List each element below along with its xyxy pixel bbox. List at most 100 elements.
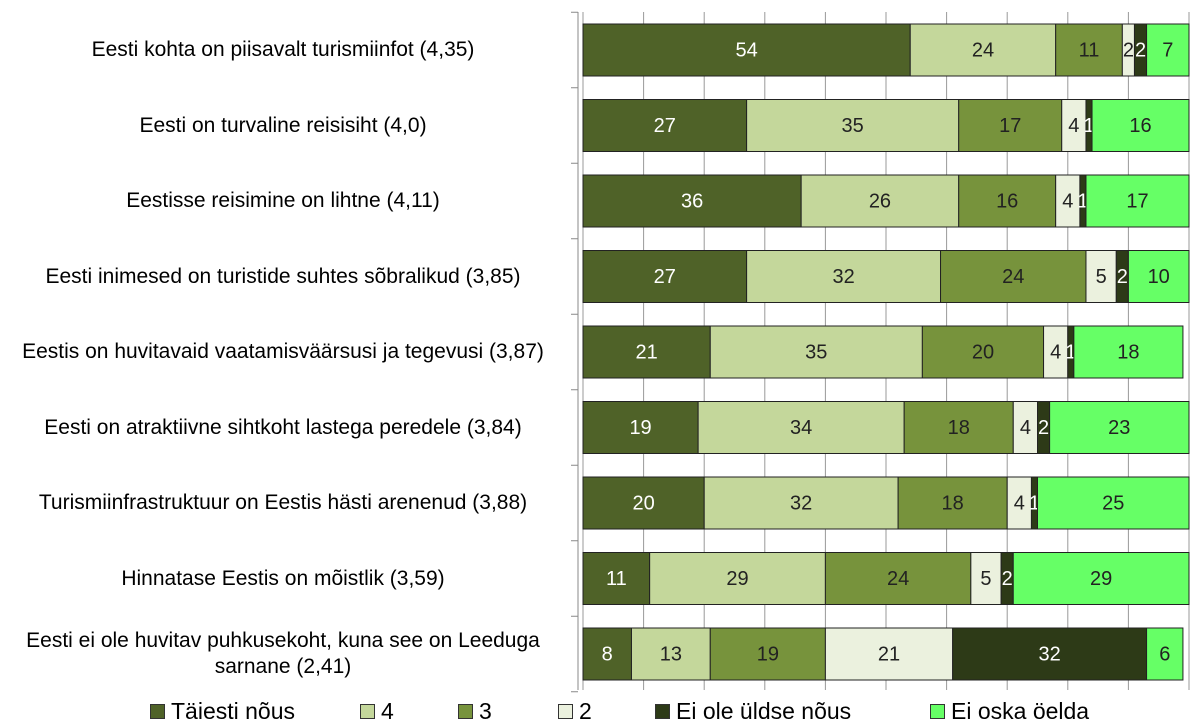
data-label: 18 [1117, 341, 1139, 363]
data-label: 32 [832, 266, 854, 288]
data-label: 24 [972, 39, 994, 61]
data-label: 18 [942, 492, 964, 514]
data-label: 16 [1129, 115, 1151, 137]
bar-segment [1073, 325, 1184, 379]
bar-segment [824, 627, 954, 681]
bar-segment [1085, 174, 1190, 228]
legend-item: Ei oska öelda [930, 698, 1089, 725]
bar-segment [582, 250, 748, 303]
data-label: 54 [735, 39, 757, 61]
category-text: Eesti on atraktiivne sihtkoht lastega pe… [44, 415, 522, 439]
data-label: 21 [878, 643, 900, 665]
data-label: 2 [1123, 39, 1134, 61]
data-label: 17 [999, 115, 1021, 137]
category-text: Eesti inimesed on turistide suhtes sõbra… [45, 264, 521, 288]
bar-segment [1061, 99, 1087, 152]
bar-segment [697, 401, 905, 454]
category-label: Eesti on turvaline reisisiht (4,0) [0, 89, 566, 163]
data-label: 11 [606, 568, 627, 590]
data-label: 4 [1062, 190, 1073, 212]
data-label: 6 [1159, 643, 1170, 665]
data-label: 4 [1050, 341, 1061, 363]
bar-segment [649, 552, 826, 605]
data-label: 13 [660, 643, 682, 665]
bar-segment [582, 401, 699, 454]
data-label: 16 [996, 190, 1018, 212]
bar-segment [1127, 250, 1190, 303]
bar-segment [1049, 401, 1190, 454]
data-label: 1 [1077, 190, 1088, 212]
data-label: 35 [842, 115, 864, 137]
data-label: 21 [636, 341, 658, 363]
bar-segment [630, 627, 711, 681]
bar-segment [1146, 627, 1184, 681]
legend-label: 2 [579, 698, 592, 724]
data-label: 8 [602, 643, 613, 665]
bar-segment [940, 250, 1087, 303]
data-label: 18 [948, 417, 970, 439]
data-label: 1 [1065, 341, 1076, 363]
data-label: 10 [1148, 266, 1170, 288]
bar-segment [1043, 325, 1069, 379]
data-label: 27 [654, 115, 676, 137]
legend-item: 4 [360, 698, 394, 725]
data-label: 29 [726, 568, 748, 590]
data-label: 19 [629, 417, 651, 439]
legend-item: Ei ole üldse nõus [655, 698, 851, 725]
data-label: 32 [1038, 643, 1060, 665]
data-label: 25 [1102, 492, 1124, 514]
category-text: Hinnatase Eestis on mõistlik (3,59) [121, 566, 445, 590]
bar-segment [1146, 23, 1190, 77]
bar-segment [800, 174, 960, 228]
category-label: Hinnatase Eestis on mõistlik (3,59) [0, 542, 566, 616]
category-text: Eestisse reisimine on lihtne (4,11) [126, 189, 440, 212]
legend-swatch [458, 704, 473, 719]
data-label: 27 [654, 266, 676, 288]
legend-label: Ei ole üldse nõus [676, 698, 852, 724]
bar-segment [582, 476, 705, 530]
data-label: 35 [805, 341, 827, 363]
legend-swatch [655, 704, 670, 719]
legend-swatch [150, 704, 165, 719]
category-label: Eesti kohta on piisavalt turismiinfot (4… [0, 13, 566, 87]
data-label: 2 [1117, 266, 1128, 288]
bar-segment [746, 99, 960, 152]
category-text: Eesti kohta on piisavalt turismiinfot (4… [91, 38, 475, 61]
bar-segment [1055, 174, 1081, 228]
data-label: 36 [681, 190, 703, 212]
data-label: 20 [632, 492, 654, 514]
bar-segment [582, 325, 711, 379]
bar-segment [970, 552, 1002, 605]
data-label: 19 [757, 643, 779, 665]
legend-swatch [360, 704, 375, 719]
bar-segment [1012, 552, 1190, 605]
legend-label: 3 [479, 698, 492, 724]
data-label: 29 [1090, 568, 1112, 590]
data-label: 1 [1029, 492, 1040, 514]
data-label: 26 [869, 190, 891, 212]
bar-segment [897, 476, 1008, 530]
data-label: 2 [1002, 568, 1013, 590]
legend-label: Täiesti nõus [171, 698, 296, 724]
bar-segment [582, 174, 802, 228]
category-label: Eesti inimesed on turistide suhtes sõbra… [0, 240, 566, 314]
category-label: Eesti on atraktiivne sihtkoht lastega pe… [0, 391, 566, 465]
bar-segment [746, 250, 942, 303]
bar-segment [824, 552, 972, 605]
category-label: Eestisse reisimine on lihtne (4,11) [0, 164, 566, 238]
bar-segment [1091, 99, 1190, 152]
legend-item: 2 [558, 698, 592, 725]
data-label: 4 [1068, 115, 1079, 137]
legend-item: 3 [458, 698, 492, 725]
legend-swatch [930, 704, 945, 719]
bar-segment [582, 99, 748, 152]
data-label: 17 [1126, 190, 1148, 212]
data-label: 11 [1079, 39, 1100, 61]
bar-segment [1037, 476, 1190, 530]
data-label: 32 [790, 492, 812, 514]
category-label: Eesti ei ole huvitav puhkusekoht, kuna s… [0, 617, 566, 691]
category-label: Eestis on huvitavaid vaatamisväärsusi ja… [0, 315, 566, 389]
data-label: 2 [1135, 39, 1146, 61]
